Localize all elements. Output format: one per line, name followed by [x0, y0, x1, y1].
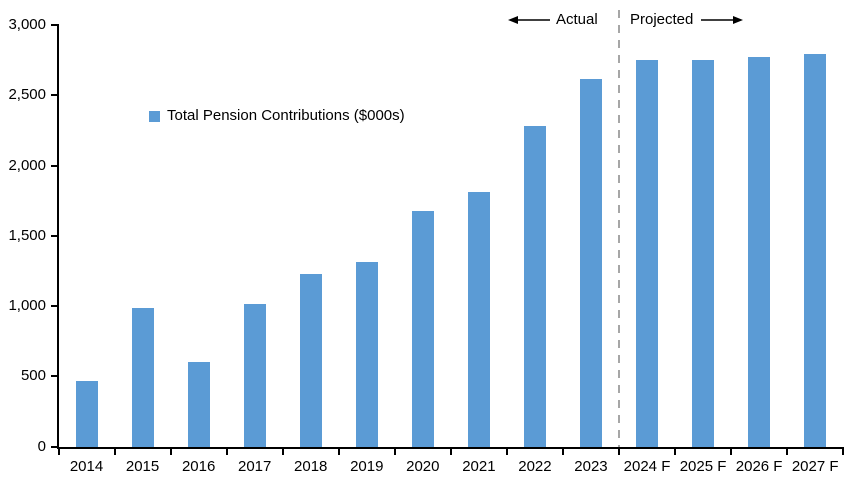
x-tick-mark	[169, 449, 172, 455]
y-tick-mark	[51, 445, 58, 448]
x-tick-mark	[57, 449, 60, 455]
x-tick-label: 2021	[462, 458, 496, 475]
x-tick-label: 2018	[294, 458, 328, 475]
x-axis-line	[57, 447, 844, 449]
projected-right-arrow-icon	[701, 16, 743, 24]
x-tick-mark	[730, 449, 733, 455]
y-axis-line	[57, 24, 59, 449]
y-tick-mark	[51, 305, 58, 308]
y-tick-mark	[51, 234, 58, 237]
bar-2018	[299, 274, 322, 447]
x-tick-label: 2015	[125, 458, 160, 475]
bar-2016	[187, 362, 210, 447]
bar-2024F	[636, 59, 659, 447]
x-tick-mark	[113, 449, 116, 455]
bar-2017	[243, 303, 266, 447]
bar-2025F	[692, 60, 715, 447]
projected-label: Projected	[630, 11, 694, 28]
y-tick-mark	[51, 94, 58, 97]
x-tick-mark	[618, 449, 620, 455]
x-tick-mark	[225, 449, 228, 455]
y-tick-mark	[51, 24, 58, 27]
bar-2023	[579, 79, 602, 447]
y-tick-label: 0	[37, 437, 46, 455]
bar-2022	[523, 126, 546, 447]
x-tick-mark	[337, 449, 340, 455]
x-tick-mark	[449, 449, 452, 455]
y-tick-label: 1,500	[8, 226, 46, 244]
bar-2020	[411, 211, 434, 447]
actual-left-arrow-icon	[508, 16, 550, 24]
x-tick-label: 2027 F	[791, 458, 839, 475]
x-tick-label: 2014	[69, 458, 104, 475]
x-tick-label: 2026 F	[735, 458, 783, 475]
x-tick-label: 2017	[237, 458, 272, 475]
y-tick-mark	[51, 375, 58, 378]
legend: Total Pension Contributions ($000s)	[149, 107, 405, 125]
bar-2015	[131, 308, 154, 447]
bar-2026F	[748, 56, 771, 447]
bar-2019	[355, 262, 378, 447]
x-tick-mark	[786, 449, 789, 455]
y-tick-mark	[51, 164, 58, 167]
x-tick-mark	[505, 449, 508, 455]
x-tick-label: 2019	[350, 458, 384, 475]
x-tick-mark	[393, 449, 396, 455]
legend-swatch-icon	[149, 110, 160, 122]
y-tick-label: 3,000	[8, 16, 46, 34]
x-tick-label: 2023	[574, 458, 608, 475]
x-tick-label: 2025 F	[679, 458, 727, 475]
x-tick-mark	[281, 449, 284, 455]
legend-label: Total Pension Contributions ($000s)	[167, 107, 405, 124]
x-tick-label: 2016	[181, 458, 216, 475]
bar-2027F	[804, 53, 827, 447]
y-tick-label: 500	[20, 367, 46, 385]
y-tick-label: 1,000	[8, 297, 46, 315]
x-tick-mark	[842, 449, 845, 455]
actual-label: Actual	[556, 11, 598, 28]
x-tick-mark	[674, 449, 677, 455]
y-tick-label: 2,500	[8, 86, 46, 104]
bar-2021	[467, 192, 490, 447]
x-tick-label: 2020	[406, 458, 440, 475]
x-tick-label: 2024 F	[623, 458, 671, 475]
bar-2014	[75, 381, 98, 447]
x-tick-mark	[561, 449, 564, 455]
actual-projected-divider	[617, 10, 620, 448]
y-tick-label: 2,000	[8, 156, 46, 174]
x-tick-label: 2022	[518, 458, 552, 475]
